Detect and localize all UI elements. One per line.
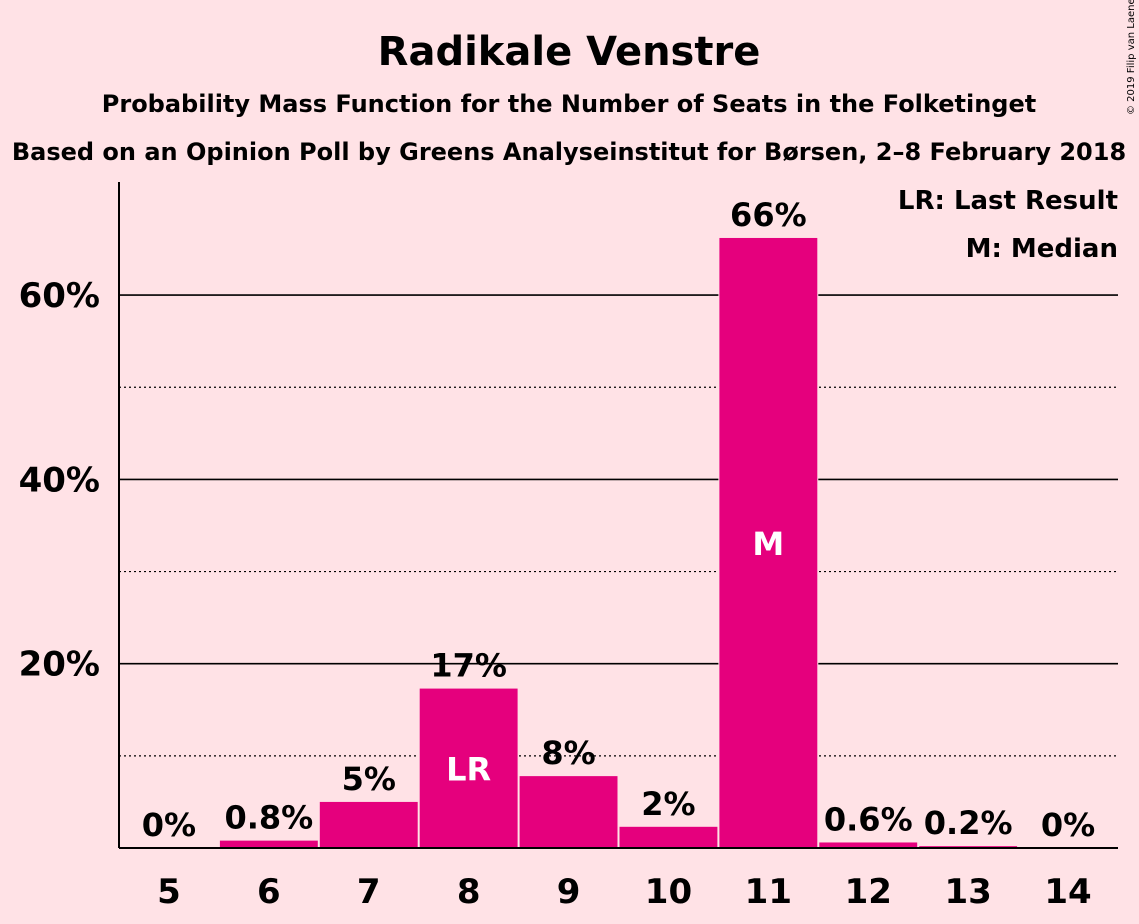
x-tick-labels: 5 6 7 8 9 10 11 12 13 14 [157, 872, 1092, 912]
data-label-6: 0.8% [224, 799, 313, 837]
x-tick-label: 13 [944, 872, 991, 912]
x-tick-label: 10 [645, 872, 692, 912]
data-label-5: 0% [142, 806, 196, 844]
bar-seat-12 [819, 842, 918, 848]
x-tick-label: 5 [157, 872, 181, 912]
data-label-8: 17% [430, 647, 507, 685]
bar-seat-11 [719, 237, 818, 849]
bar-annotation-lr: LR [446, 750, 491, 788]
gridlines [119, 294, 1118, 757]
x-tick-label: 12 [845, 872, 892, 912]
bar-annotation-m: M [752, 525, 784, 563]
data-label-7: 5% [342, 760, 396, 798]
y-tick-label: 60% [19, 276, 100, 316]
data-label-14: 0% [1041, 806, 1095, 844]
axes [118, 182, 1118, 849]
data-label-9: 8% [541, 734, 595, 772]
y-tick-label: 40% [19, 460, 100, 500]
bar-seat-8 [419, 688, 518, 848]
data-label-13: 0.2% [924, 804, 1013, 842]
data-label-12: 0.6% [824, 800, 913, 838]
x-tick-label: 9 [557, 872, 581, 912]
y-tick-label: 20% [19, 645, 100, 685]
chart-title: Radikale Venstre [378, 29, 761, 75]
x-tick-label: 8 [457, 872, 481, 912]
copyright-text: © 2019 Filip van Laenen [1126, 0, 1137, 115]
data-label-10: 2% [641, 785, 695, 823]
bar-seat-9 [519, 776, 618, 848]
legend-median: M: Median [966, 234, 1118, 264]
x-tick-label: 7 [357, 872, 381, 912]
bar-seat-6 [219, 840, 318, 848]
bar-seat-7 [319, 801, 418, 848]
chart-subtitle-2: Based on an Opinion Poll by Greens Analy… [12, 138, 1126, 166]
x-tick-label: 6 [257, 872, 281, 912]
bars [218, 236, 1019, 849]
y-tick-labels: 20% 40% 60% [19, 276, 100, 685]
data-labels: 0% 0.8% 5% 17% LR 8% 2% 66% M 0.6% 0.2% 0% [142, 196, 1095, 844]
bar-seat-10 [619, 826, 718, 848]
legend-last-result: LR: Last Result [898, 186, 1118, 216]
data-label-11: 66% [730, 196, 807, 234]
chart-subtitle: Probability Mass Function for the Number… [102, 90, 1036, 118]
x-tick-label: 14 [1044, 872, 1091, 912]
x-tick-label: 11 [745, 872, 792, 912]
